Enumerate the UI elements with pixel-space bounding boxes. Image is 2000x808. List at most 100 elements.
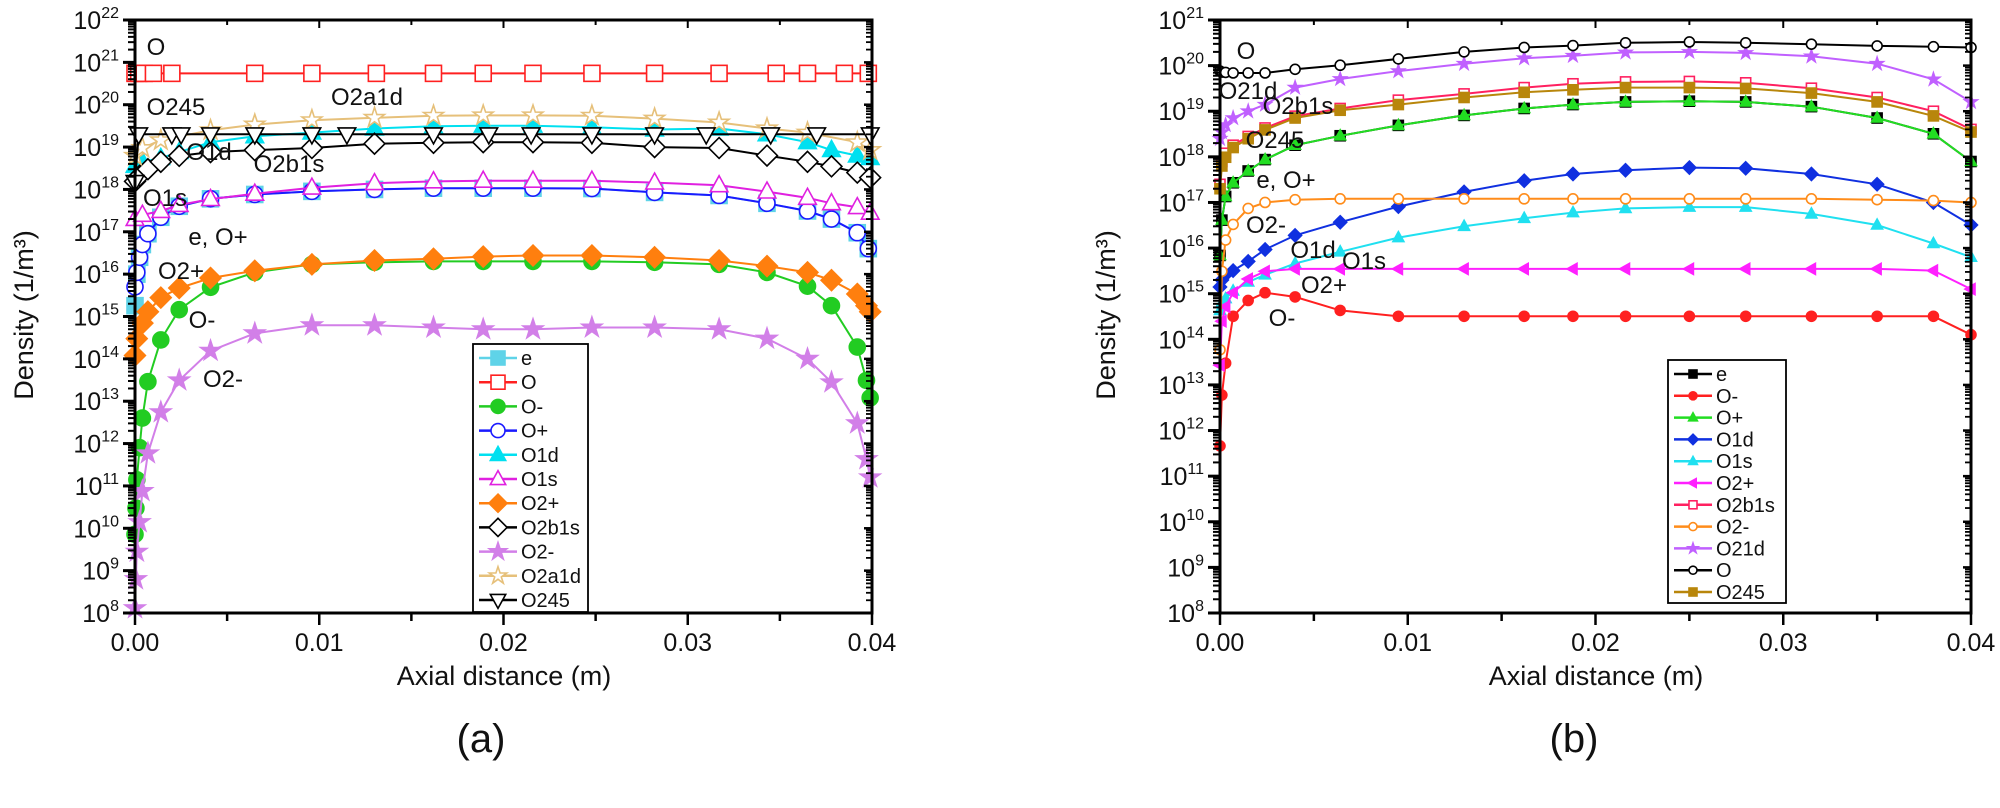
data-point-O21d — [1868, 54, 1886, 72]
data-point-O+ — [1870, 110, 1884, 123]
data-point-O1s — [756, 180, 778, 199]
data-point-O2- — [470, 316, 496, 340]
data-point-O2- — [1289, 193, 1301, 206]
data-point-O1s — [200, 187, 221, 207]
data-point-O — [1227, 67, 1239, 79]
data-point-O245 — [1219, 151, 1232, 164]
data-point-O+ — [1566, 96, 1580, 110]
legend-item: O2b1s — [479, 517, 580, 539]
legend-label: O2a1d — [521, 566, 581, 588]
data-point-O- — [822, 296, 841, 315]
data-point-O245 — [1334, 104, 1346, 117]
data-point-O245 — [128, 127, 149, 146]
data-point-O1s — [1870, 217, 1884, 230]
data-point-O245 — [1518, 86, 1530, 99]
series-line-O — [1219, 40, 1972, 74]
y-tick-label: 1011 — [75, 471, 120, 501]
data-point-O — [1619, 37, 1632, 49]
legend-item: O1s — [479, 468, 558, 491]
legend-item: O21d — [1674, 538, 1765, 560]
data-point-O2- — [1567, 193, 1579, 205]
legend-marker-icon — [1688, 499, 1698, 510]
data-point-O245 — [200, 127, 221, 146]
x-tick-label: 0.04 — [1947, 629, 1996, 657]
panel-label: (a) — [457, 717, 506, 761]
data-point-O- — [1227, 310, 1239, 323]
data-point-O245 — [1927, 110, 1940, 122]
data-point-O — [163, 64, 181, 83]
data-point-O2a1d — [706, 109, 732, 133]
x-tick-label: 0.03 — [1759, 629, 1808, 657]
curve-annotation: e, O+ — [1256, 167, 1315, 194]
legend-marker-icon — [490, 350, 506, 366]
data-point-O+ — [1457, 107, 1471, 121]
data-point-O2b1s — [755, 144, 779, 168]
legend-marker-icon — [1686, 477, 1697, 489]
legend-marker-icon — [486, 539, 510, 562]
data-point-O2a1d — [642, 105, 667, 130]
legend-marker-icon — [486, 564, 510, 586]
data-point-O2- — [754, 325, 780, 350]
data-point-O+ — [1738, 94, 1753, 107]
data-point-O2b1s — [362, 132, 387, 156]
data-point-O1s — [244, 182, 265, 201]
data-point-O — [424, 64, 443, 83]
data-point-O — [835, 64, 854, 83]
data-point-O+ — [822, 210, 841, 228]
data-point-O — [1927, 40, 1940, 53]
legend-marker-icon — [490, 374, 506, 391]
legend-label: O2+ — [521, 493, 559, 515]
data-point-O2a1d — [299, 107, 325, 131]
x-tick-label: 0.02 — [1571, 629, 1620, 657]
data-point-O — [1334, 59, 1346, 72]
data-point-O2+ — [1803, 262, 1817, 276]
data-point-O1s — [522, 169, 544, 188]
y-tick-label: 1020 — [73, 90, 119, 120]
data-point-O2+ — [1516, 262, 1529, 276]
data-point-O2- — [795, 345, 820, 370]
data-point-O1d — [1738, 160, 1754, 176]
data-point-O245 — [696, 127, 717, 146]
legend-marker-icon — [1687, 411, 1699, 422]
data-point-O — [1567, 39, 1579, 52]
curve-annotation: O1d — [1290, 237, 1335, 264]
legend-label: O2b1s — [1716, 495, 1775, 517]
data-point-O245 — [760, 127, 781, 146]
data-point-O21d — [1239, 102, 1257, 119]
data-point-O21d — [1224, 108, 1242, 126]
data-point-O245 — [336, 127, 358, 146]
data-point-O245 — [1242, 132, 1254, 145]
legend-marker-icon — [490, 422, 506, 439]
legend-label: O- — [1716, 386, 1738, 408]
legend-marker-icon — [488, 468, 508, 486]
data-point-O1s — [364, 171, 385, 191]
x-tick-label: 0.03 — [663, 629, 712, 657]
data-point-O2- — [242, 320, 268, 344]
data-point-O- — [1458, 310, 1470, 323]
data-point-O2- — [166, 367, 192, 391]
curve-annotation: O21d — [1219, 78, 1278, 105]
data-point-O245 — [1739, 82, 1752, 95]
data-point-O- — [1289, 291, 1301, 303]
data-point-O1s — [423, 170, 444, 189]
legend-marker-icon — [487, 492, 509, 514]
legend-item: O+ — [479, 421, 548, 443]
data-point-O — [1242, 67, 1254, 79]
series-line-O- — [1219, 291, 1972, 446]
data-point-O1d — [1516, 173, 1532, 189]
data-point-O2b1s — [243, 138, 267, 162]
data-point-O2- — [124, 538, 150, 563]
data-point-O+ — [1218, 188, 1233, 202]
legend-label: O+ — [521, 421, 548, 443]
y-tick-label: 1019 — [73, 132, 119, 162]
data-point-O245 — [1871, 96, 1883, 108]
x-tick-label: 0.00 — [111, 629, 160, 657]
data-point-O2a1d — [579, 102, 605, 127]
curve-annotation: O- — [1269, 305, 1296, 332]
series-line-O+ — [1219, 100, 1972, 256]
data-point-O+ — [848, 223, 867, 242]
data-point-O — [303, 64, 321, 83]
data-point-O+ — [1391, 117, 1406, 131]
data-point-O245 — [1683, 81, 1696, 94]
data-point-O1s — [1333, 244, 1348, 257]
